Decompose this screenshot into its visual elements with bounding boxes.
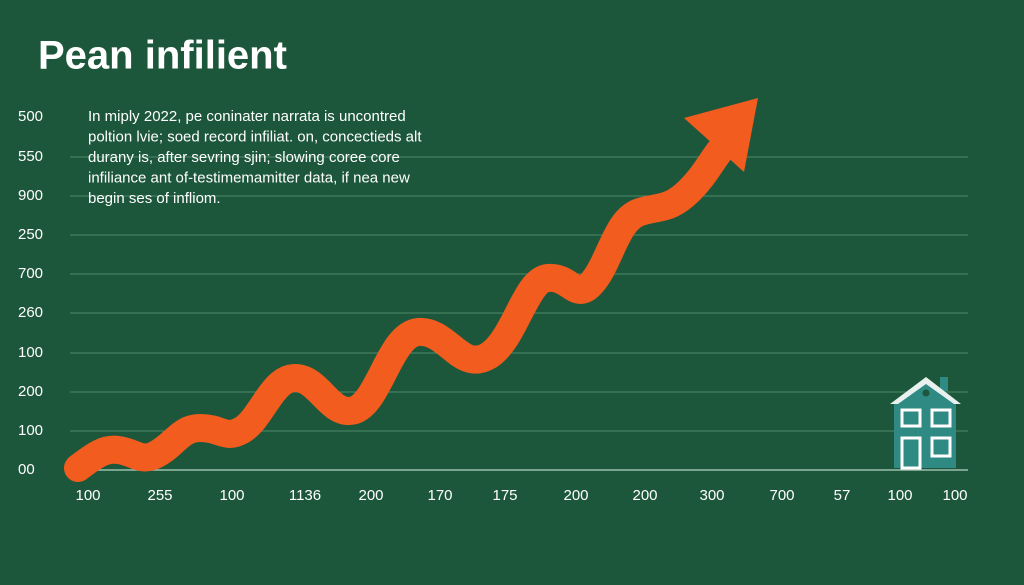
x-axis-label: 170 bbox=[427, 487, 452, 504]
paragraph-line: infiliance ant of-testimemamitter data, … bbox=[88, 169, 410, 186]
y-axis-label: 700 bbox=[18, 265, 43, 282]
y-axis-label: 00 bbox=[18, 461, 35, 478]
y-axis-label: 260 bbox=[18, 304, 43, 321]
x-axis-label: 100 bbox=[219, 487, 244, 504]
x-axis-label: 200 bbox=[358, 487, 383, 504]
labels: 500 550 900 250 700 260 100 200 100 00 100 255 100 11… bbox=[18, 108, 968, 504]
y-axis-label: 900 bbox=[18, 187, 43, 204]
x-axis-label: 700 bbox=[769, 487, 794, 504]
x-axis-label: 255 bbox=[147, 487, 172, 504]
y-axis-label: 550 bbox=[18, 148, 43, 165]
y-axis-label: 100 bbox=[18, 422, 43, 439]
house-icon bbox=[890, 377, 961, 470]
x-axis-label: 200 bbox=[632, 487, 657, 504]
paragraph-line: poltion lvie; soed record infiliat. on, … bbox=[88, 128, 422, 145]
x-axis-label: 200 bbox=[563, 487, 588, 504]
paragraph-line: begin ses of infliom. bbox=[88, 190, 221, 207]
paragraph-line: durany is, after sevring sjin; slowing c… bbox=[88, 149, 400, 166]
y-axis-label: 250 bbox=[18, 226, 43, 243]
trend-arrow-body bbox=[64, 134, 736, 482]
x-axis-label: 1136 bbox=[289, 487, 321, 504]
x-axis-label: 100 bbox=[75, 487, 100, 504]
title: Pean infilient bbox=[38, 34, 287, 78]
y-axis-label: 100 bbox=[18, 344, 43, 361]
trend-arrow-head bbox=[684, 98, 758, 172]
y-axis-label: 500 bbox=[18, 108, 43, 125]
paragraph-line: In miply 2022, pe coninater narrata is u… bbox=[88, 108, 406, 125]
x-axis-label: 175 bbox=[492, 487, 517, 504]
y-axis-label: 200 bbox=[18, 383, 43, 400]
x-axis-label: 100 bbox=[942, 487, 967, 504]
x-axis-label: 300 bbox=[699, 487, 724, 504]
x-axis-label: 100 bbox=[887, 487, 912, 504]
x-axis-label: 57 bbox=[834, 487, 851, 504]
